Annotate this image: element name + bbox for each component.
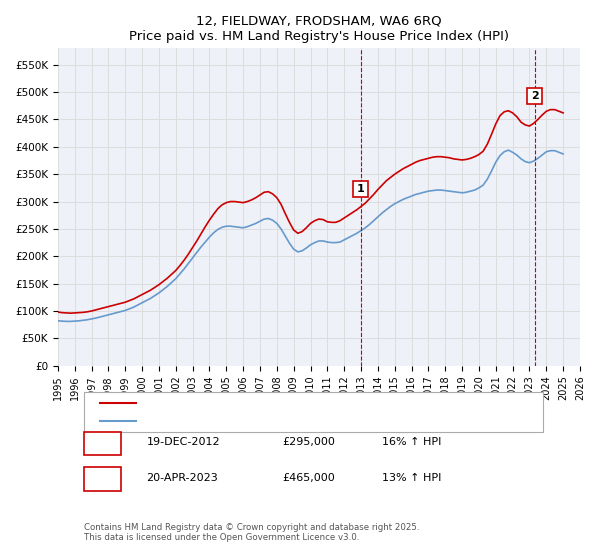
Text: 1: 1	[98, 436, 107, 449]
Text: 13% ↑ HPI: 13% ↑ HPI	[382, 473, 441, 483]
Text: £295,000: £295,000	[283, 437, 335, 447]
Text: 16% ↑ HPI: 16% ↑ HPI	[382, 437, 441, 447]
Text: HPI: Average price, detached house, Cheshire West and Chester: HPI: Average price, detached house, Ches…	[146, 416, 460, 426]
Text: 2: 2	[530, 91, 538, 101]
Text: 1: 1	[356, 184, 364, 194]
Text: 19-DEC-2012: 19-DEC-2012	[146, 437, 220, 447]
Text: 12, FIELDWAY, FRODSHAM, WA6 6RQ (detached house): 12, FIELDWAY, FRODSHAM, WA6 6RQ (detache…	[146, 398, 418, 408]
Text: £465,000: £465,000	[283, 473, 335, 483]
Text: 2: 2	[98, 472, 107, 484]
Title: 12, FIELDWAY, FRODSHAM, WA6 6RQ
Price paid vs. HM Land Registry's House Price In: 12, FIELDWAY, FRODSHAM, WA6 6RQ Price pa…	[129, 15, 509, 43]
FancyBboxPatch shape	[84, 393, 544, 432]
Text: Contains HM Land Registry data © Crown copyright and database right 2025.
This d: Contains HM Land Registry data © Crown c…	[84, 523, 419, 542]
Text: 20-APR-2023: 20-APR-2023	[146, 473, 218, 483]
FancyBboxPatch shape	[84, 468, 121, 491]
FancyBboxPatch shape	[84, 432, 121, 455]
